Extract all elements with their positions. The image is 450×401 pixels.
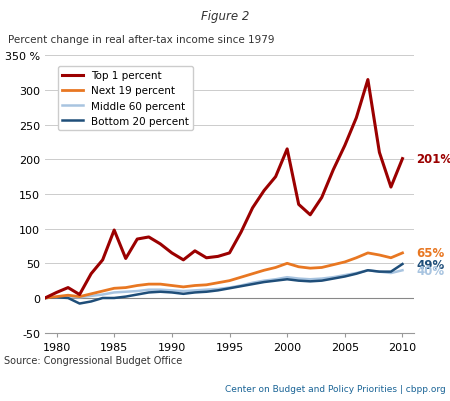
Text: 40%: 40% (416, 264, 445, 277)
Text: Figure 2: Figure 2 (201, 10, 249, 23)
Text: Percent change in real after-tax income since 1979: Percent change in real after-tax income … (8, 35, 274, 45)
Text: Center on Budget and Policy Priorities | cbpp.org: Center on Budget and Policy Priorities |… (225, 384, 446, 393)
Text: 201%: 201% (416, 153, 450, 166)
Text: Income Gains at the Top Dwarf Those of Low- and Middle-Income Households: Income Gains at the Top Dwarf Those of L… (10, 15, 440, 43)
Legend: Top 1 percent, Next 19 percent, Middle 60 percent, Bottom 20 percent: Top 1 percent, Next 19 percent, Middle 6… (58, 67, 193, 131)
Text: 49%: 49% (416, 258, 445, 271)
Text: Source: Congressional Budget Office: Source: Congressional Budget Office (4, 355, 183, 365)
Text: 65%: 65% (416, 247, 445, 260)
